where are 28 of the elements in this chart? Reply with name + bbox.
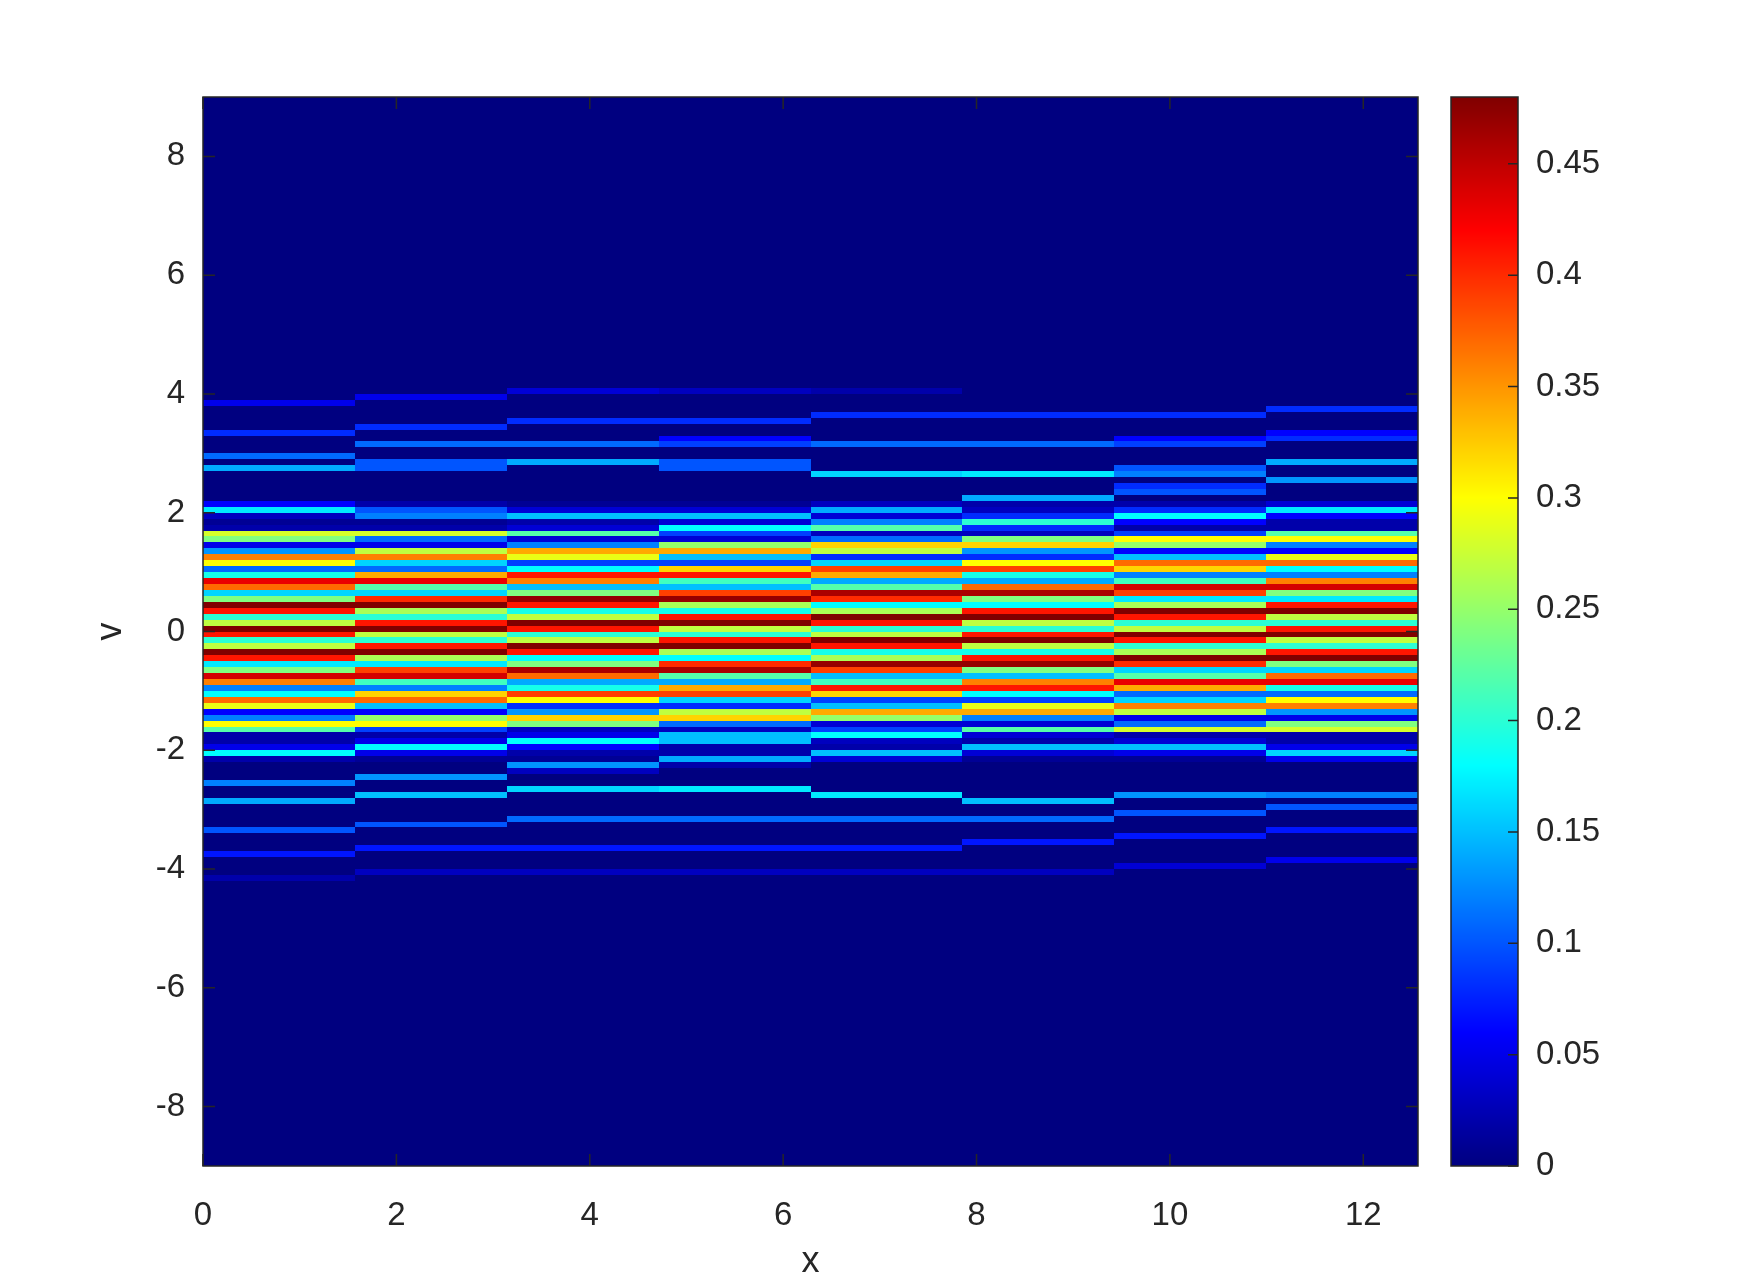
- x-tick-label: 0: [193, 1194, 213, 1232]
- color-bar-label: 0.4: [1536, 254, 1582, 292]
- x-axis-title: x: [801, 1239, 820, 1281]
- y-tick-label: -4: [155, 848, 185, 886]
- color-bar-label: 0.1: [1536, 922, 1582, 960]
- color-bar-label: 0.35: [1536, 365, 1601, 403]
- x-tick-label: 12: [1344, 1194, 1382, 1232]
- color-bar-label: 0.2: [1536, 699, 1582, 737]
- x-tick-label: 2: [387, 1194, 406, 1232]
- x-tick-label: 6: [773, 1194, 793, 1232]
- x-tick-label: 4: [580, 1194, 599, 1232]
- y-axis-title: v: [87, 622, 129, 641]
- color-bar-label: 0.15: [1536, 811, 1601, 849]
- x-tick-label: 8: [967, 1194, 986, 1232]
- y-tick-label: -8: [155, 1085, 185, 1123]
- y-tick-label: -2: [155, 729, 185, 767]
- color-bar-label: 0: [1536, 1145, 1555, 1183]
- y-tick-label: 0: [166, 610, 185, 648]
- y-tick-label: 2: [166, 491, 185, 529]
- color-bar-label: 0.45: [1536, 142, 1601, 180]
- y-tick-label: 8: [166, 135, 185, 173]
- y-tick-label: 6: [166, 254, 185, 292]
- color-bar-label: 0.05: [1536, 1033, 1601, 1071]
- x-tick-label: 10: [1151, 1194, 1189, 1232]
- color-bar-label: 0.25: [1536, 588, 1601, 626]
- y-tick-label: 4: [166, 373, 185, 411]
- color-bar-label: 0.3: [1536, 476, 1582, 514]
- y-tick-label: -6: [155, 966, 185, 1004]
